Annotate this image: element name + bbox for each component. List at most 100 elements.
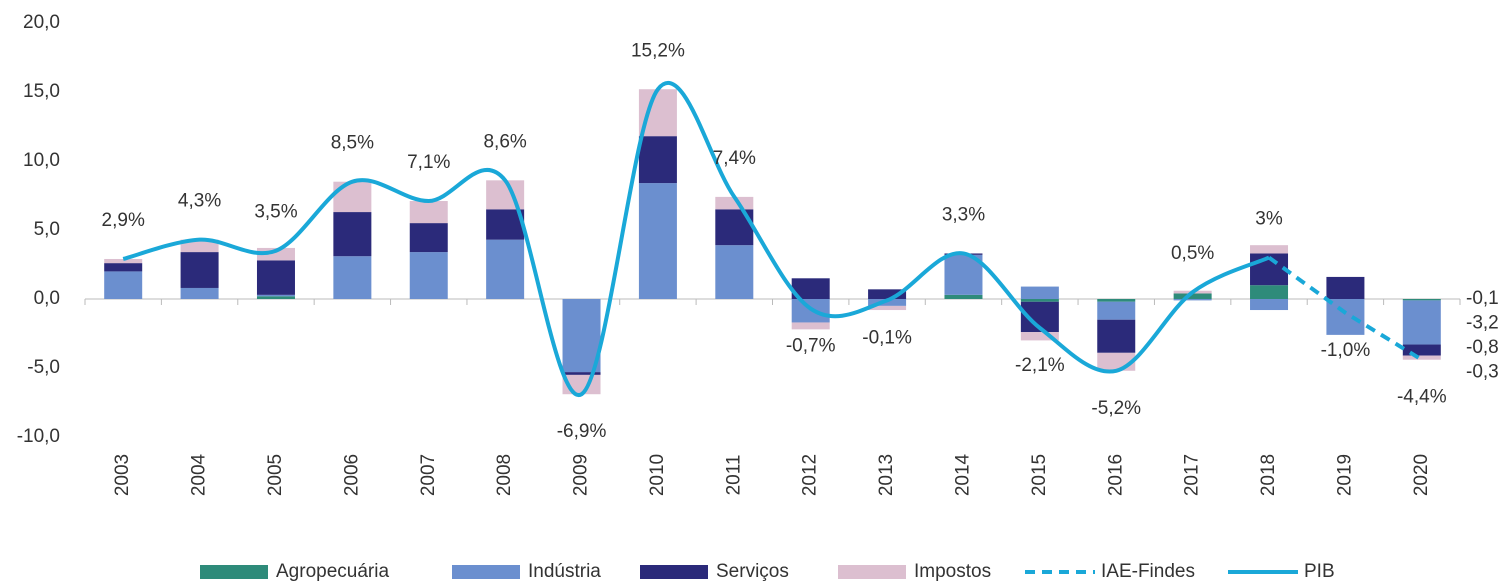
legend-label: PIB <box>1304 561 1335 582</box>
bar-segment <box>562 372 601 375</box>
line-label: 2,9% <box>102 210 145 231</box>
bar-segment <box>944 294 983 299</box>
x-tick-label: 2008 <box>494 454 515 496</box>
bar-segment <box>1097 319 1136 353</box>
bar-segment <box>791 278 830 299</box>
bar-segment <box>868 305 907 311</box>
bar-segment <box>486 239 525 299</box>
bar-segment <box>1402 344 1441 356</box>
bar-segment <box>1250 245 1289 254</box>
bar-segment <box>104 263 143 272</box>
y-tick-label: 0,0 <box>34 288 60 309</box>
bar-segment <box>104 271 143 299</box>
y-tick-label: -10,0 <box>17 426 60 447</box>
legend-label: Indústria <box>528 561 601 582</box>
y-tick-label: 5,0 <box>34 219 60 240</box>
bar-segment <box>333 212 372 257</box>
line-label: -0,1% <box>862 327 912 348</box>
x-tick-label: 2013 <box>876 454 897 496</box>
bar-segment <box>1097 301 1136 320</box>
line-label: 0,5% <box>1171 243 1214 264</box>
line-label: 3% <box>1255 209 1283 230</box>
line-label: 4,3% <box>178 191 221 212</box>
line-label: 8,6% <box>483 131 526 152</box>
x-tick-label: 2006 <box>341 454 362 496</box>
legend-swatch <box>838 565 906 579</box>
line-label: -5,2% <box>1091 398 1141 419</box>
bar-segment <box>180 252 219 288</box>
bar-segment <box>180 287 219 299</box>
bar-segment <box>868 289 907 299</box>
x-tick-label: 2007 <box>418 454 439 496</box>
x-tick-label: 2018 <box>1258 454 1279 496</box>
bar-segment <box>1402 355 1441 360</box>
bar-segment <box>638 136 677 184</box>
line-label: 8,5% <box>331 133 374 154</box>
bar-segment <box>1020 332 1059 341</box>
x-tick-label: 2012 <box>800 454 821 496</box>
segment-label: -0,8 <box>1466 337 1499 358</box>
legend-label: Serviços <box>716 561 789 582</box>
bar-segment <box>715 245 754 299</box>
bar-segment <box>256 296 295 299</box>
bar-segment <box>1173 293 1212 299</box>
line-label: 7,4% <box>713 148 756 169</box>
bar-segment <box>1020 299 1059 302</box>
x-tick-label: 2020 <box>1411 454 1432 496</box>
legend-label: IAE-Findes <box>1101 561 1195 582</box>
line-label: 3,3% <box>942 204 985 225</box>
y-tick-label: 20,0 <box>23 12 60 33</box>
legend-swatch <box>640 565 708 579</box>
x-tick-label: 2005 <box>265 454 286 496</box>
segment-label: -0,3 <box>1466 362 1499 383</box>
x-tick-label: 2015 <box>1029 454 1050 496</box>
bar-segment <box>562 299 601 373</box>
bar-segment <box>638 183 677 299</box>
x-tick-label: 2014 <box>952 453 973 496</box>
line-label: -1,0% <box>1321 340 1371 361</box>
legend-swatch <box>200 565 268 579</box>
bar-segment <box>1250 285 1289 299</box>
line-label: 7,1% <box>407 152 450 173</box>
bar-segment <box>180 239 219 253</box>
line-label: 3,5% <box>254 202 297 223</box>
bar-segment <box>409 223 448 253</box>
bar-segment <box>1020 286 1059 299</box>
bar-segment <box>715 196 754 210</box>
x-tick-label: 2017 <box>1182 454 1203 496</box>
y-tick-label: -5,0 <box>27 357 60 378</box>
x-tick-label: 2019 <box>1334 454 1355 496</box>
bar-segment <box>1326 299 1365 335</box>
bar-segment <box>409 201 448 224</box>
bar-segment <box>333 181 372 213</box>
bar-segment <box>256 260 295 295</box>
line-label: -0,7% <box>786 336 836 357</box>
bar-segment <box>1402 299 1441 301</box>
x-tick-label: 2009 <box>571 454 592 496</box>
bar-segment <box>1326 276 1365 299</box>
legend-swatch <box>452 565 520 579</box>
bar-segment <box>1097 299 1136 302</box>
line-label: -4,4% <box>1397 387 1447 408</box>
bar-segment <box>256 294 295 297</box>
legend-label: Impostos <box>914 561 991 582</box>
bar-segment <box>1250 299 1289 311</box>
x-tick-label: 2003 <box>112 454 133 496</box>
line-label: -2,1% <box>1015 355 1065 376</box>
line-dashed <box>1267 255 1423 362</box>
x-tick-label: 2011 <box>723 455 744 496</box>
line-label: 15,2% <box>631 40 685 61</box>
line-label: -6,9% <box>557 421 607 442</box>
x-tick-label: 2010 <box>647 454 668 496</box>
segment-label: -0,1 <box>1466 288 1499 309</box>
bar-segment <box>104 258 143 264</box>
legend-label: Agropecuária <box>276 561 389 582</box>
segment-label: -3,2 <box>1466 313 1499 334</box>
bar-segment <box>333 256 372 299</box>
bar-segment <box>1402 300 1441 345</box>
y-tick-label: 10,0 <box>23 150 60 171</box>
x-tick-label: 2004 <box>189 453 210 496</box>
bar-segment <box>791 322 830 330</box>
line-solid <box>122 80 1270 397</box>
